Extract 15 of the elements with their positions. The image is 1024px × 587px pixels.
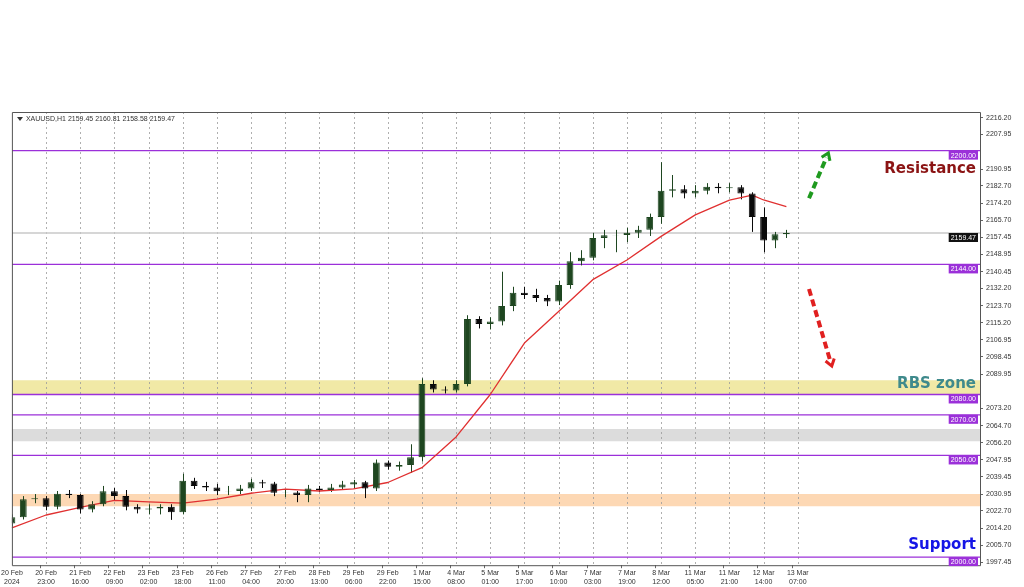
annotation: Resistance xyxy=(884,158,976,177)
candlestick xyxy=(760,207,768,253)
candlestick xyxy=(19,495,27,520)
candlestick xyxy=(646,213,654,237)
candlestick xyxy=(498,271,506,326)
candlestick xyxy=(122,489,130,511)
candlestick xyxy=(589,232,597,261)
candlestick xyxy=(555,280,563,306)
candlestick xyxy=(407,443,414,474)
candlestick xyxy=(600,229,608,249)
candlestick xyxy=(54,490,61,510)
annotation: Support xyxy=(908,534,976,553)
annotation: RBS zone xyxy=(897,373,976,392)
candlestick xyxy=(76,493,84,514)
candlestick xyxy=(748,191,756,233)
